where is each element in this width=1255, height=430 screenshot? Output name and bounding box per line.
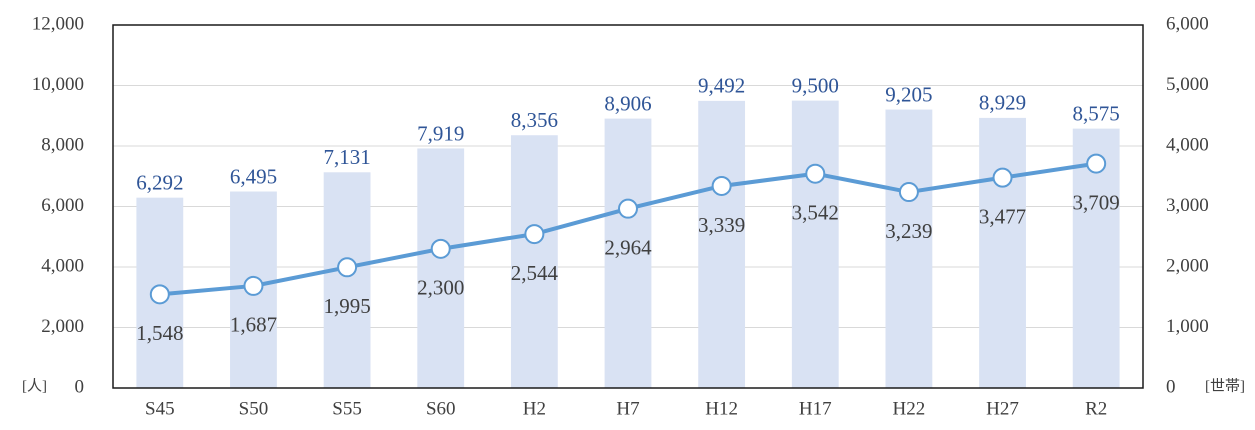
line-value-label: 2,964: [604, 235, 652, 259]
line-value-label: 3,542: [792, 201, 839, 225]
y-tick-label: 0: [75, 376, 85, 397]
y2-tick-label: 5,000: [1166, 74, 1209, 95]
y-tick-label: 10,000: [32, 74, 84, 95]
x-tick-label: H22: [893, 398, 926, 419]
x-tick-label: S55: [332, 398, 362, 419]
bar-value-label: 7,919: [417, 121, 464, 145]
line-point: [337, 257, 358, 278]
y2-axis-label: [世帯]: [1205, 377, 1245, 394]
bar: [885, 109, 933, 388]
x-tick-label: H12: [705, 398, 738, 419]
bar-value-label: 9,205: [885, 82, 932, 106]
x-tick-label: S50: [239, 398, 269, 419]
bar: [604, 118, 652, 388]
bar-value-label: 8,575: [1073, 101, 1120, 125]
x-tick-label: R2: [1085, 398, 1107, 419]
line-point: [524, 224, 545, 245]
y-axis-label: [人]: [22, 377, 47, 394]
bar-value-label: 8,356: [511, 108, 558, 132]
bar: [510, 135, 558, 388]
bar: [979, 117, 1026, 388]
bar-value-label: 9,492: [698, 74, 745, 98]
line-point: [992, 167, 1013, 188]
line-point: [618, 198, 638, 219]
x-tick-label: S60: [426, 398, 456, 419]
x-tick-label: S45: [145, 398, 175, 419]
line-point: [805, 163, 826, 184]
y2-tick-label: 0: [1166, 376, 1176, 397]
bar-value-label: 8,929: [979, 91, 1026, 115]
bar-value-label: 8,906: [604, 91, 651, 115]
line-value-label: 1,995: [323, 294, 370, 318]
line-point: [1086, 153, 1107, 174]
y-tick-label: 12,000: [32, 13, 84, 34]
line-value-label: 1,548: [136, 321, 183, 345]
x-tick-label: H27: [986, 398, 1019, 419]
bar: [417, 148, 465, 388]
line-value-label: 3,239: [885, 219, 932, 243]
plot-border: [112, 24, 1144, 389]
y-tick-label: 4,000: [41, 255, 84, 276]
y2-tick-label: 2,000: [1166, 255, 1209, 276]
line-value-label: 3,339: [698, 213, 745, 237]
bar-value-label: 6,495: [230, 164, 277, 188]
line-point: [243, 275, 264, 296]
line-point: [430, 238, 451, 259]
bar-value-label: 6,292: [136, 170, 183, 194]
x-tick-label: H17: [799, 398, 832, 419]
bar: [698, 100, 746, 388]
bar-value-label: 7,131: [323, 145, 370, 169]
line-value-label: 2,300: [417, 276, 464, 300]
y2-tick-label: 4,000: [1166, 134, 1209, 155]
y-tick-label: 2,000: [41, 316, 84, 337]
line-point: [149, 284, 170, 305]
line-value-label: 3,709: [1073, 190, 1120, 214]
y2-tick-label: 3,000: [1166, 195, 1209, 216]
line-value-label: 3,477: [979, 204, 1026, 228]
y-tick-label: 8,000: [41, 134, 84, 155]
y2-tick-label: 1,000: [1166, 316, 1209, 337]
bar: [791, 100, 839, 388]
bar-value-label: 9,500: [792, 73, 839, 97]
x-tick-label: H7: [616, 398, 639, 419]
line-point: [711, 175, 732, 196]
line-point: [898, 182, 919, 203]
line-value-label: 2,544: [511, 261, 559, 285]
bar: [323, 172, 371, 388]
y2-tick-label: 6,000: [1166, 13, 1209, 34]
x-tick-label: H2: [523, 398, 546, 419]
y-tick-label: 6,000: [41, 195, 84, 216]
line-value-label: 1,687: [230, 313, 277, 337]
